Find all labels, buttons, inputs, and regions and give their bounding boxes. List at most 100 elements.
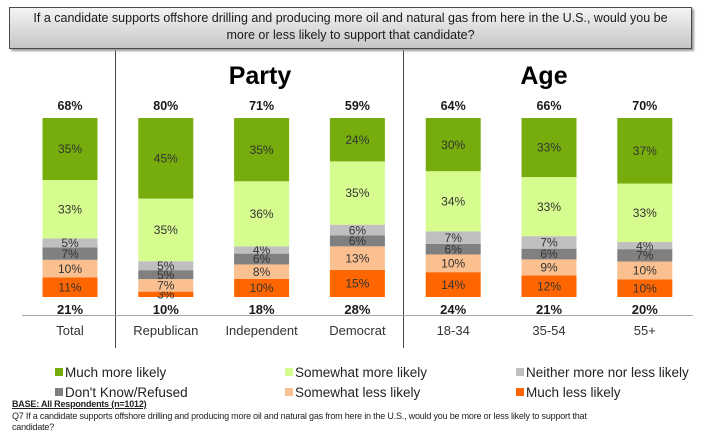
bar-segment-somewhat-less-likely-18-34 — [425, 254, 481, 273]
net-more-likely-label: 68% — [57, 99, 82, 113]
category-tick-label: Republican — [133, 323, 198, 338]
data-label: 5% — [157, 259, 175, 273]
data-label: 7% — [540, 236, 558, 250]
data-label: 35% — [154, 223, 178, 237]
question-title-line-1: If a candidate supports offshore drillin… — [33, 11, 668, 25]
category-tick-label: 55+ — [634, 323, 656, 338]
bar-segment-much-more-likely-18-34 — [425, 118, 481, 172]
bar-segment-don-t-know-refused-republican — [138, 270, 194, 280]
net-more-likely-label: 64% — [441, 99, 466, 113]
data-label: 7% — [445, 231, 463, 245]
bar-segment-much-less-likely-republican — [138, 291, 194, 297]
bar-segment-neither-more-nor-less-likely-democrat — [329, 224, 385, 236]
bar-segment-much-more-likely-total — [42, 118, 98, 181]
net-less-likely-label: 21% — [536, 302, 562, 317]
data-label: 10% — [633, 264, 657, 278]
net-more-likely-label: 70% — [632, 99, 657, 113]
data-label: 24% — [345, 133, 369, 147]
data-label: 7% — [61, 247, 79, 261]
data-label: 14% — [441, 278, 465, 292]
data-label: 35% — [58, 142, 82, 156]
data-label: 10% — [633, 281, 657, 295]
bar-segment-don-t-know-refused-55 — [617, 249, 673, 262]
legend-swatch-much-less-likely — [516, 388, 524, 396]
data-label: 7% — [636, 249, 654, 263]
data-label: 8% — [253, 265, 271, 279]
net-less-likely-label: 21% — [57, 302, 83, 317]
data-label: 15% — [345, 277, 369, 291]
legend-label-don-t-know-refused: Don't Know/Refused — [65, 385, 188, 400]
bar-segment-somewhat-more-likely-independent — [234, 181, 290, 247]
data-label: 45% — [154, 151, 178, 165]
bar-segment-much-less-likely-35-54 — [521, 275, 577, 297]
bar-segment-much-more-likely-democrat — [329, 118, 385, 162]
data-label: 12% — [537, 279, 561, 293]
net-more-likely-label: 80% — [153, 99, 178, 113]
net-more-likely-label: 71% — [249, 99, 274, 113]
bar-segment-somewhat-less-likely-republican — [138, 279, 194, 292]
net-more-likely-label: 59% — [345, 99, 370, 113]
legend-label-neither-more-nor-less-likely: Neither more nor less likely — [526, 365, 689, 380]
net-more-likely-label: 66% — [536, 99, 561, 113]
bar-segment-neither-more-nor-less-likely-total — [42, 238, 98, 248]
category-tick-label: Total — [56, 323, 84, 338]
net-less-likely-label: 18% — [249, 302, 275, 317]
group-title-party: Party — [229, 62, 292, 90]
net-less-likely-label: 24% — [440, 302, 466, 317]
legend-label-much-more-likely: Much more likely — [65, 365, 167, 380]
legend-label-somewhat-less-likely: Somewhat less likely — [295, 385, 421, 400]
data-label: 37% — [633, 144, 657, 158]
bar-segment-somewhat-less-likely-independent — [234, 264, 290, 279]
bar-segment-somewhat-more-likely-55 — [617, 183, 673, 243]
data-label: 33% — [537, 200, 561, 214]
net-less-likely-label: 20% — [632, 302, 658, 317]
footer-note: BASE: All Respondents (n=1012) Q7 If a c… — [12, 399, 702, 434]
data-label: 6% — [253, 252, 271, 266]
data-label: 6% — [349, 234, 367, 248]
data-label: 5% — [61, 236, 79, 250]
bar-segment-much-less-likely-18-34 — [425, 272, 481, 297]
bar-segment-neither-more-nor-less-likely-independent — [234, 246, 290, 254]
data-label: 13% — [345, 251, 369, 265]
legend-label-somewhat-more-likely: Somewhat more likely — [295, 365, 427, 380]
bar-segment-neither-more-nor-less-likely-18-34 — [425, 231, 481, 244]
data-label: 4% — [636, 239, 654, 253]
data-label: 35% — [345, 186, 369, 200]
bar-segment-don-t-know-refused-total — [42, 247, 98, 260]
bar-segment-somewhat-more-likely-18-34 — [425, 171, 481, 232]
bar-segment-somewhat-less-likely-democrat — [329, 246, 385, 270]
net-less-likely-label: 10% — [153, 302, 179, 317]
legend-swatch-much-more-likely — [55, 368, 63, 376]
base-note: BASE: All Respondents (n=1012) — [12, 399, 147, 409]
bar-segment-much-more-likely-55 — [617, 118, 673, 184]
bar-segment-much-more-likely-35-54 — [521, 118, 577, 178]
data-label: 9% — [540, 261, 558, 275]
data-label: 33% — [633, 206, 657, 220]
data-label: 34% — [441, 194, 465, 208]
bar-segment-much-more-likely-republican — [138, 118, 194, 199]
data-label: 5% — [157, 268, 175, 282]
data-label: 7% — [157, 279, 175, 293]
data-label: 30% — [441, 138, 465, 152]
bar-segment-somewhat-less-likely-total — [42, 259, 98, 278]
data-label: 10% — [58, 262, 82, 276]
bar-segment-don-t-know-refused-18-34 — [425, 243, 481, 255]
bar-segment-somewhat-more-likely-35-54 — [521, 177, 577, 237]
bar-segment-much-less-likely-independent — [234, 278, 290, 297]
bar-segment-somewhat-more-likely-republican — [138, 198, 194, 262]
bar-segment-somewhat-less-likely-35-54 — [521, 259, 577, 276]
data-label: 10% — [250, 281, 274, 295]
legend-swatch-neither-more-nor-less-likely — [516, 368, 524, 376]
bar-segment-somewhat-more-likely-total — [42, 180, 98, 239]
bar-segment-somewhat-less-likely-55 — [617, 261, 673, 280]
data-label: 33% — [58, 202, 82, 216]
question-title-line-2: more or less likely to support that cand… — [226, 28, 475, 42]
bar-segment-neither-more-nor-less-likely-republican — [138, 261, 194, 271]
net-less-likely-label: 28% — [344, 302, 370, 317]
bar-segment-much-more-likely-independent — [234, 118, 290, 182]
data-label: 4% — [253, 243, 271, 257]
legend-swatch-don-t-know-refused — [55, 388, 63, 396]
data-label: 6% — [540, 247, 558, 261]
bar-segment-don-t-know-refused-35-54 — [521, 248, 577, 260]
category-tick-label: 35-54 — [532, 323, 565, 338]
